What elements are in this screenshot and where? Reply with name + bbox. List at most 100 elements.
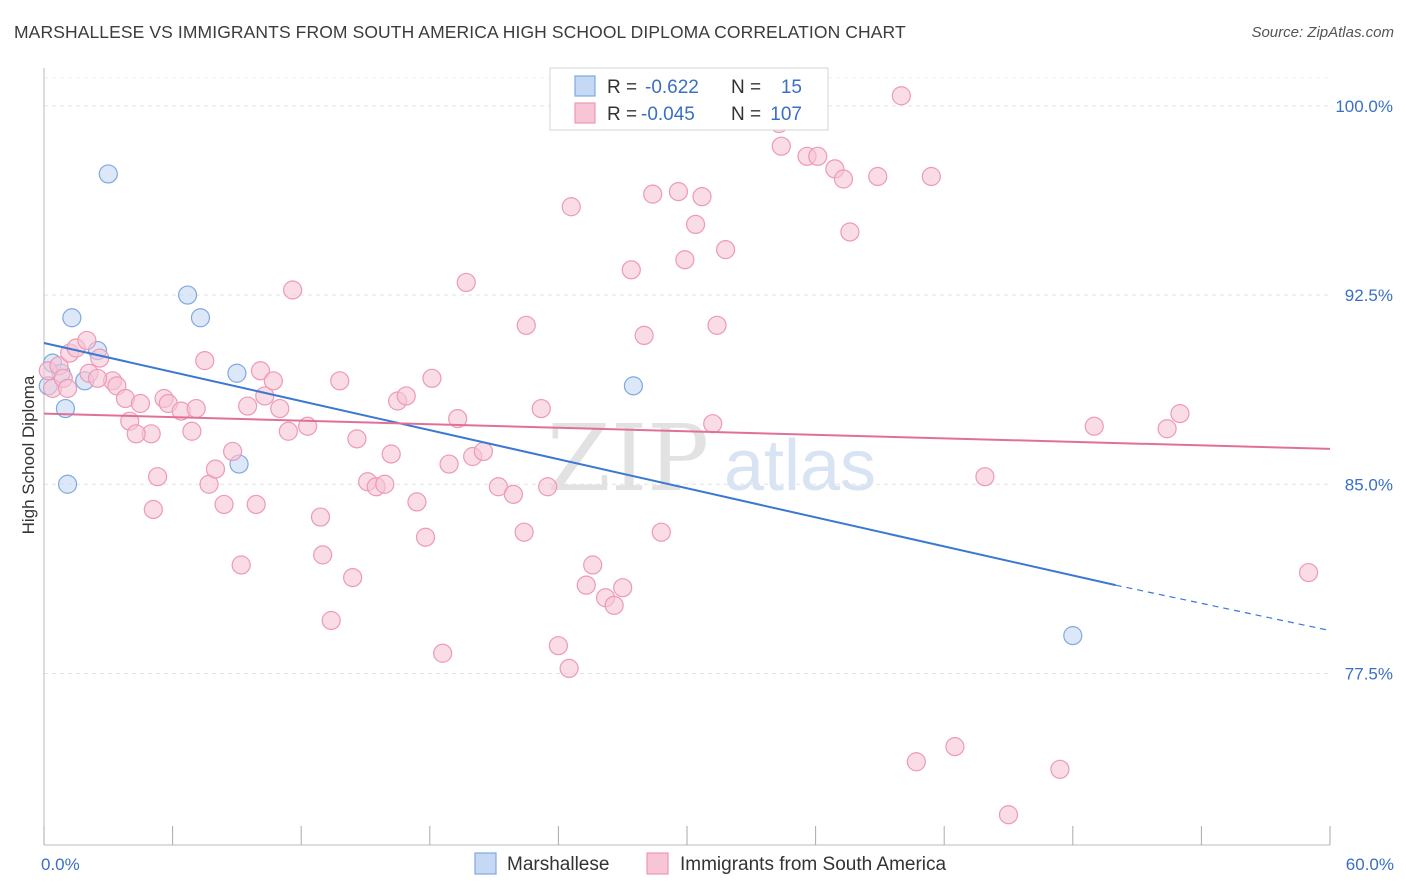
data-point: [576, 575, 596, 595]
data-point: [381, 444, 401, 464]
data-point: [439, 454, 459, 474]
x-tick-label-max: 60.0%: [1346, 855, 1394, 874]
data-point: [55, 398, 76, 419]
data-point: [623, 376, 644, 396]
data-point: [263, 371, 283, 391]
data-point: [559, 658, 579, 679]
data-point: [270, 398, 290, 419]
legend-swatch-immigrants: [574, 102, 596, 124]
data-point: [692, 187, 712, 207]
data-point: [227, 363, 247, 383]
data-point: [313, 545, 333, 565]
data-point: [62, 308, 82, 328]
data-point: [771, 136, 791, 156]
watermark-zip: ZIP: [547, 405, 709, 512]
data-point: [77, 330, 97, 351]
data-point: [283, 280, 303, 300]
data-point: [178, 285, 198, 305]
data-point: [98, 164, 118, 184]
data-point: [57, 474, 78, 494]
y-tick-label: 85.0%: [1345, 475, 1393, 494]
stats-legend: R = -0.622 N = 15 R = -0.045 N = 107: [549, 67, 829, 131]
data-point: [330, 371, 350, 391]
axes: [43, 68, 1331, 846]
data-point: [634, 325, 654, 346]
data-point: [531, 398, 551, 419]
data-point: [945, 737, 965, 757]
data-point: [310, 507, 331, 527]
data-point: [87, 368, 108, 388]
legend-swatch-marshallese: [574, 75, 596, 97]
data-point: [514, 522, 534, 542]
data-point: [516, 315, 536, 335]
data-point: [130, 393, 151, 414]
data-point: [707, 315, 727, 335]
trend-line: [43, 342, 1116, 587]
legend-n-value-2: 107: [770, 104, 802, 125]
data-point: [583, 555, 603, 575]
data-point: [715, 240, 736, 260]
data-point: [703, 414, 723, 434]
data-point: [891, 86, 911, 106]
data-point: [375, 474, 395, 494]
data-point: [182, 421, 202, 441]
data-point: [921, 166, 941, 187]
data-point: [998, 805, 1019, 825]
data-point: [231, 555, 251, 575]
data-point: [415, 527, 436, 547]
data-point: [456, 272, 476, 293]
y-tick-label: 100.0%: [1335, 97, 1393, 116]
data-point: [422, 368, 442, 388]
bottom-legend-swatch-marshallese: [474, 852, 497, 875]
data-point: [503, 484, 523, 504]
data-point: [604, 595, 624, 615]
legend-r-value-1: -0.622: [645, 77, 699, 98]
data-point: [190, 308, 211, 328]
data-point: [321, 610, 341, 631]
x-tick-label-min: 0.0%: [41, 855, 80, 874]
legend-r-label-1: R =: [607, 77, 637, 98]
y-tick-label: 92.5%: [1345, 286, 1393, 305]
bottom-legend: Marshallese Immigrants from South Americ…: [474, 852, 947, 875]
data-point: [808, 146, 828, 166]
trend-line-extension: [1115, 584, 1331, 632]
y-axis-title: High School Diploma: [19, 375, 38, 534]
legend-n-value-1: 15: [781, 77, 802, 98]
legend-r-label-2: R =: [607, 104, 637, 125]
chart-title: MARSHALLESE VS IMMIGRANTS FROM SOUTH AME…: [14, 22, 906, 42]
y-tick-label: 77.5%: [1345, 664, 1393, 683]
data-point: [90, 348, 110, 368]
data-point: [396, 386, 416, 406]
data-point: [613, 578, 633, 598]
data-point: [205, 459, 226, 479]
legend-n-label-2: N =: [731, 104, 761, 125]
watermark-atlas: atlas: [724, 426, 876, 506]
data-point: [186, 398, 206, 419]
data-point: [561, 197, 581, 217]
data-point: [238, 396, 258, 416]
data-point: [407, 492, 427, 512]
data-point: [1084, 416, 1104, 436]
data-point: [343, 567, 363, 588]
data-point: [147, 467, 168, 487]
data-point: [473, 441, 493, 462]
data-point: [538, 477, 558, 497]
legend-box: [549, 67, 829, 131]
data-point: [448, 409, 468, 429]
legend-r-value-2: -0.045: [641, 104, 695, 125]
bottom-legend-marshallese: Marshallese: [507, 854, 609, 875]
data-point: [223, 441, 243, 462]
data-point: [143, 499, 163, 520]
data-point: [488, 477, 508, 497]
data-point: [1157, 419, 1177, 439]
watermark: ZIP atlas: [547, 405, 876, 512]
data-point: [433, 643, 453, 663]
bottom-legend-immigrants: Immigrants from South America: [680, 854, 947, 875]
data-point: [1298, 562, 1319, 583]
data-point: [840, 222, 860, 242]
data-point: [195, 351, 215, 371]
data-point: [668, 182, 689, 202]
data-point: [1050, 759, 1070, 779]
data-point: [643, 184, 663, 204]
